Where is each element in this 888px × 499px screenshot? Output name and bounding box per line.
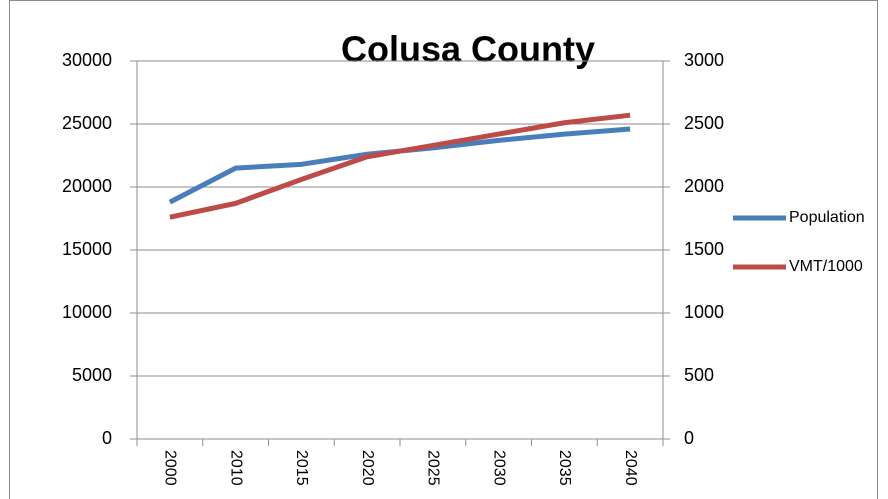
y2-tick-label: 500 bbox=[684, 365, 714, 385]
legend-label: Population bbox=[789, 209, 865, 226]
x-tick-label: 2025 bbox=[425, 450, 442, 486]
chart-border bbox=[9, 0, 878, 499]
x-tick-label: 2030 bbox=[490, 450, 507, 486]
data-line bbox=[169, 112, 631, 220]
chart-title: Colusa County bbox=[341, 29, 595, 70]
y-tick-label: 5000 bbox=[72, 365, 112, 385]
y-tick-label: 0 bbox=[102, 428, 112, 448]
x-tick-label: 2040 bbox=[622, 450, 639, 486]
x-tick-label: 2020 bbox=[359, 450, 376, 486]
y2-tick-label: 1500 bbox=[684, 239, 724, 259]
y-tick-label: 15000 bbox=[62, 239, 112, 259]
y-tick-label: 30000 bbox=[62, 50, 112, 70]
x-tick-label: 2000 bbox=[162, 450, 179, 486]
x-tick-label: 2035 bbox=[556, 450, 573, 486]
y2-tick-label: 1000 bbox=[684, 302, 724, 322]
y2-tick-label: 2500 bbox=[684, 113, 724, 133]
y2-tick-label: 3000 bbox=[684, 50, 724, 70]
x-tick-label: 2015 bbox=[293, 450, 310, 486]
data-line bbox=[168, 126, 631, 205]
y2-tick-label: 0 bbox=[684, 428, 694, 448]
y-tick-label: 25000 bbox=[62, 113, 112, 133]
x-tick-label: 2010 bbox=[227, 450, 244, 486]
y-tick-label: 10000 bbox=[62, 302, 112, 322]
y2-tick-label: 2000 bbox=[684, 176, 724, 196]
legend-label: VMT/1000 bbox=[789, 258, 863, 275]
y-tick-label: 20000 bbox=[62, 176, 112, 196]
